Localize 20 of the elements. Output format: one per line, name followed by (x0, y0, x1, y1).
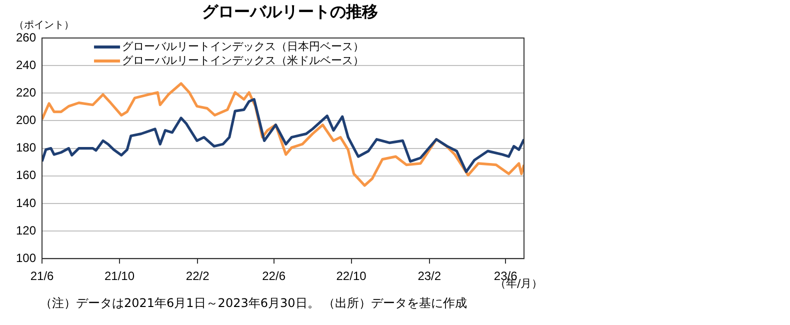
legend-label: グローバルリートインデックス（米ドルベース） (122, 54, 364, 67)
y-tick-label: 200 (16, 113, 36, 128)
x-tick-label: 21/6 (30, 269, 54, 284)
y-tick-label: 180 (16, 140, 36, 155)
x-tick-label: 22/6 (262, 269, 286, 284)
x-tick-label: 22/10 (336, 269, 367, 284)
x-tick-label: 22/2 (186, 269, 210, 284)
y-tick-label: 120 (16, 223, 36, 238)
y-tick-label: 140 (16, 196, 36, 210)
text: （注）データは2021年6月1日～2023年6月30日。 （出所）データを基に作成 (40, 295, 468, 312)
x-tick-label: 23/2 (418, 269, 442, 284)
y-tick-label: 100 (16, 250, 36, 265)
y-axis-title: （ポイント） (14, 19, 74, 32)
legend-label: グローバルリートインデックス（日本円ベース） (122, 40, 364, 53)
x-tick-label: 21/10 (104, 269, 135, 284)
y-tick-label: 240 (16, 58, 36, 72)
y-tick-label: 220 (16, 85, 36, 100)
y-tick-label: 260 (16, 30, 36, 44)
chart-title: グローバルリートの推移 (201, 2, 379, 23)
y-tick-label: 160 (16, 168, 36, 182)
